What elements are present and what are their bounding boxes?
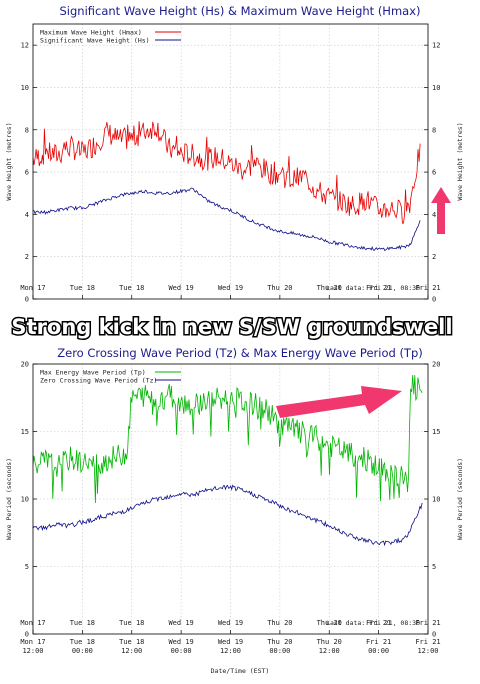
x-tick-label: Tue 18: [119, 638, 144, 646]
y-tick-label-left: 12: [21, 42, 29, 50]
x-tick-label: Fri 21: [415, 638, 440, 646]
chart-title: Zero Crossing Wave Period (Tz) & Max Ene…: [57, 346, 423, 360]
x-tick-time-label: 12:00: [22, 647, 43, 655]
x-tick-label: Fri 21: [366, 638, 391, 646]
y-tick-label-left: 20: [21, 361, 29, 369]
annotation-arrow-right: [276, 386, 402, 418]
y-tick-label-right: 6: [432, 169, 436, 177]
x-tick-label: Thu 20: [267, 638, 292, 646]
last-data-note: Last data: Fri 21, 08:30: [326, 284, 420, 292]
x-tick-time-label: 12:00: [319, 647, 340, 655]
y-tick-label-right: 10: [432, 84, 440, 92]
x-tick-label: Tue 18: [70, 638, 95, 646]
x-axis-label: Date/Time (EST): [211, 667, 270, 675]
chart-title: Significant Wave Height (Hs) & Maximum W…: [59, 4, 420, 18]
x-tick-label-inside: Fri 21: [366, 619, 391, 627]
y-tick-label-right: 0: [432, 631, 436, 639]
series-line: [32, 121, 421, 224]
y-tick-label-left: 10: [21, 84, 29, 92]
x-tick-label: Wed 19: [218, 638, 243, 646]
x-tick-label-inside: Thu 20: [317, 619, 342, 627]
x-tick-time-label: 00:00: [269, 647, 290, 655]
y-tick-label-right: 0: [432, 296, 436, 304]
x-tick-time-label: 00:00: [72, 647, 93, 655]
y-tick-label-left: 5: [25, 563, 29, 571]
y-tick-label-right: 15: [432, 428, 440, 436]
y-tick-label-right: 2: [432, 253, 436, 261]
x-tick-time-label: 12:00: [220, 647, 241, 655]
legend-entry: Zero Crossing Wave Period (Tz): [40, 377, 157, 385]
y-tick-label-right: 12: [432, 42, 440, 50]
y-tick-label-right: 4: [432, 211, 436, 219]
y-axis-label-left: Wave Height (metres): [5, 122, 13, 200]
series-line: [33, 187, 421, 252]
y-tick-label-right: 10: [432, 496, 440, 504]
x-tick-label-inside: Tue 18: [70, 284, 95, 292]
x-tick-label-inside: Wed 19: [218, 619, 243, 627]
legend-entry: Maximum Wave Height (Hmax): [40, 29, 142, 37]
chart-1: Significant Wave Height (Hs) & Maximum W…: [5, 4, 464, 304]
x-tick-label: Thu 20: [317, 638, 342, 646]
y-axis-label-right: Wave Period (seconds): [456, 458, 464, 540]
last-data-note: Last data: Fri 21, 08:30: [326, 619, 420, 627]
y-tick-label-left: 10: [21, 496, 29, 504]
x-tick-time-label: 12:00: [417, 647, 438, 655]
x-tick-label-inside: Thu 20: [317, 284, 342, 292]
x-tick-label-inside: Tue 18: [119, 284, 144, 292]
chart-2: Zero Crossing Wave Period (Tz) & Max Ene…: [5, 346, 464, 675]
x-tick-label: Wed 19: [168, 638, 193, 646]
legend-entry: Max Energy Wave Period (Tp): [40, 369, 146, 377]
y-tick-label-left: 2: [25, 253, 29, 261]
x-tick-label-inside: Thu 20: [267, 619, 292, 627]
y-tick-label-left: 15: [21, 428, 29, 436]
legend-entry: Significant Wave Height (Hs): [40, 37, 150, 45]
x-tick-time-label: 00:00: [171, 647, 192, 655]
x-tick-label-inside: Wed 19: [218, 284, 243, 292]
x-tick-label-inside: Wed 19: [168, 619, 193, 627]
y-tick-label-left: 0: [25, 631, 29, 639]
series-line: [32, 484, 423, 547]
x-tick-time-label: 00:00: [368, 647, 389, 655]
y-tick-label-left: 0: [25, 296, 29, 304]
x-tick-time-label: 12:00: [121, 647, 142, 655]
y-tick-label-left: 4: [25, 211, 29, 219]
x-tick-label-inside: Fri 21: [415, 284, 440, 292]
y-tick-label-right: 5: [432, 563, 436, 571]
x-tick-label: Mon 17: [20, 638, 45, 646]
y-tick-label-right: 8: [432, 126, 436, 134]
y-axis-label-left: Wave Period (seconds): [5, 458, 13, 540]
x-tick-label-inside: Fri 21: [366, 284, 391, 292]
x-tick-label-inside: Wed 19: [168, 284, 193, 292]
y-tick-label-left: 8: [25, 126, 29, 134]
x-tick-label-inside: Fri 21: [415, 619, 440, 627]
banner-caption: Strong kick in new S/SW groundswell: [11, 315, 452, 339]
annotation-arrow-up: [431, 187, 451, 234]
x-tick-label-inside: Tue 18: [70, 619, 95, 627]
x-tick-label-inside: Thu 20: [267, 284, 292, 292]
y-axis-label-right: Wave Height (metres): [456, 122, 464, 200]
y-tick-label-left: 6: [25, 169, 29, 177]
x-tick-label-inside: Mon 17: [20, 619, 45, 627]
series-line: [32, 374, 423, 504]
y-tick-label-right: 20: [432, 361, 440, 369]
x-tick-label-inside: Mon 17: [20, 284, 45, 292]
x-tick-label-inside: Tue 18: [119, 619, 144, 627]
